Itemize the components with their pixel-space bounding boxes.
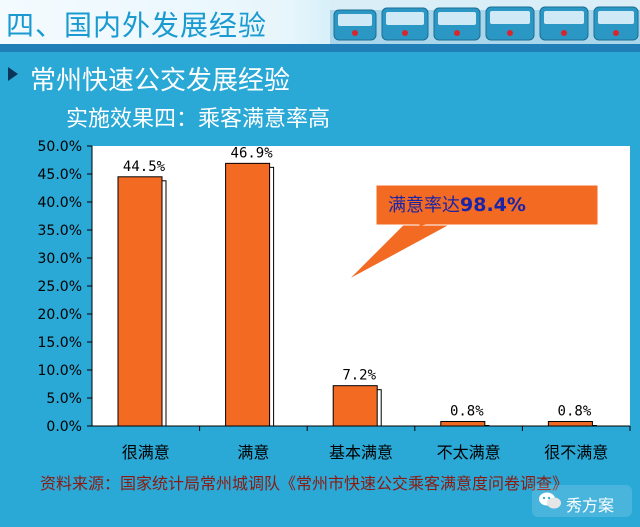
x-tick-label: 满意 <box>237 443 269 462</box>
bar <box>225 162 271 427</box>
callout-text: 满意率达98.4% <box>388 194 526 216</box>
y-tick-label: 50.0% <box>38 139 82 155</box>
data-label: 46.9% <box>231 145 274 161</box>
x-tick-label: 很不满意 <box>544 443 608 462</box>
satisfaction-bar-chart: 0.0% 5.0% 10.0% 15.0% 20.0% 25.0% 30.0% 35.0% 40… <box>38 139 631 462</box>
watermark-text: 秀方案 <box>566 496 615 515</box>
callout-prefix: 满意率达 <box>388 195 460 216</box>
bar <box>547 421 593 427</box>
y-tick-label: 25.0% <box>38 279 82 295</box>
y-tick-label: 20.0% <box>38 307 82 323</box>
chart-subtitle: 实施效果四：乘客满意率高 <box>66 107 331 132</box>
bar <box>117 176 163 427</box>
y-tick-label: 5.0% <box>46 391 82 407</box>
y-tick-label: 35.0% <box>38 223 82 239</box>
data-label: 7.2% <box>342 368 376 384</box>
y-tick-label: 10.0% <box>38 363 82 379</box>
source-note: 资料来源：国家统计局常州城调队《常州市快速公交乘客满意度问卷调查》 <box>40 474 569 493</box>
watermark: 秀方案 <box>532 485 632 517</box>
x-tick-label: 不太满意 <box>437 443 501 462</box>
data-label: 0.8% <box>450 404 484 420</box>
bar <box>332 385 378 427</box>
wechat-icon <box>539 492 561 509</box>
bar <box>440 421 486 427</box>
x-tick-label: 基本满意 <box>329 443 393 462</box>
data-label: 0.8% <box>558 404 592 420</box>
header: 四、国内外发展经验 <box>0 0 640 44</box>
callout: 满意率达98.4% <box>347 184 599 281</box>
y-tick-label: 40.0% <box>38 195 82 211</box>
bus-photo-strip <box>330 0 640 44</box>
callout-value: 98.4% <box>460 194 526 216</box>
y-tick-label: 0.0% <box>46 419 82 435</box>
page-title: 四、国内外发展经验 <box>6 9 268 42</box>
y-tick-label: 30.0% <box>38 251 82 267</box>
section-title: 常州快速公交发展经验 <box>30 66 291 96</box>
y-tick-label: 15.0% <box>38 335 82 351</box>
data-label: 44.5% <box>123 159 166 175</box>
bullet-triangle-icon <box>8 67 18 81</box>
callout-box <box>375 184 599 226</box>
header-divider <box>0 44 640 52</box>
y-tick-label: 45.0% <box>38 167 82 183</box>
x-tick-label: 很满意 <box>122 443 170 462</box>
